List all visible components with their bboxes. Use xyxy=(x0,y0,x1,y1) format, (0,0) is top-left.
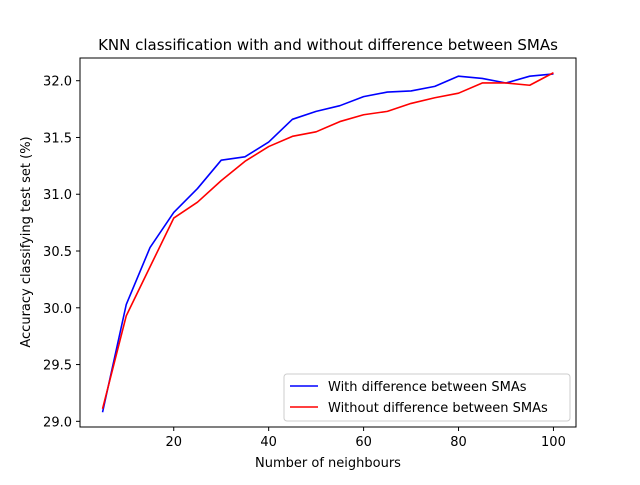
x-tick-label: 100 xyxy=(541,435,566,450)
legend-box xyxy=(283,373,571,422)
plot-frame xyxy=(79,57,577,428)
chart-title: KNN classification with and without diff… xyxy=(98,36,558,54)
x-tick-label: 60 xyxy=(355,435,372,450)
legend: With difference between SMAs Without diff… xyxy=(283,373,571,422)
series-line-1 xyxy=(101,73,554,413)
x-tick-label: 80 xyxy=(450,435,467,450)
y-axis-label: Accuracy classifying test set (%) xyxy=(19,136,34,347)
x-axis-label: Number of neighbours xyxy=(255,456,401,471)
legend-label-2: Without difference between SMAs xyxy=(328,401,548,416)
plot-area: 20 40 60 80 100 29.0 29.5 30.0 30.5 31.0 31.5 32.0 xyxy=(43,57,577,450)
y-tick-label: 31.5 xyxy=(43,131,72,146)
series-line-2 xyxy=(101,72,554,410)
legend-label-1: With difference between SMAs xyxy=(328,380,527,395)
y-tick-label: 30.0 xyxy=(43,302,72,317)
y-tick-label: 30.5 xyxy=(43,245,72,260)
y-tick-label: 31.0 xyxy=(43,188,72,203)
y-tick-label: 29.0 xyxy=(43,415,72,430)
x-tick-label: 20 xyxy=(165,435,182,450)
x-tick-label: 40 xyxy=(260,435,277,450)
y-tick-label: 29.5 xyxy=(43,359,72,374)
y-tick-label: 32.0 xyxy=(43,75,72,90)
